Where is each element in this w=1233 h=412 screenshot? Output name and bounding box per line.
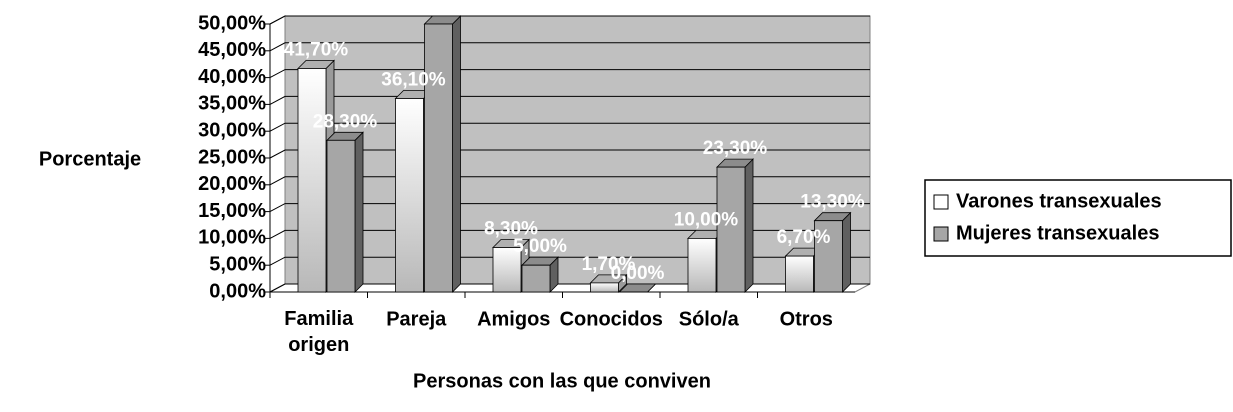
x-tick-label: Sólo/a (679, 308, 740, 330)
y-tick-label: 45,00% (198, 39, 266, 61)
bar (590, 282, 619, 293)
value-label: 5,00% (513, 236, 567, 257)
y-tick-label: 40,00% (198, 66, 266, 88)
value-label: 8,30% (484, 219, 538, 240)
x-tick-label: Conocidos (560, 308, 663, 330)
grid-line (269, 203, 870, 213)
bar (785, 255, 814, 293)
bar-side (744, 158, 754, 293)
value-label: 50,00% (410, 0, 475, 16)
value-label: 10,00% (674, 209, 739, 230)
legend-box (924, 179, 1232, 257)
y-tick-label: 35,00% (198, 93, 266, 115)
x-axis-title: Personas con las que conviven (413, 370, 711, 392)
value-label: 13,30% (800, 192, 865, 213)
grid-line (269, 15, 870, 25)
bar (716, 166, 746, 293)
plot-area (264, 15, 871, 298)
grid-line (269, 256, 870, 266)
grid-line (269, 69, 870, 79)
y-axis-title: Porcentaje (39, 148, 141, 170)
y-tick-label: 30,00% (198, 119, 266, 141)
grid-line (269, 95, 870, 105)
value-label: 28,30% (313, 111, 378, 132)
value-label: 41,70% (284, 40, 349, 61)
grid-line (269, 42, 870, 52)
x-tick-label: Pareja (386, 308, 447, 330)
value-label: 23,30% (703, 138, 768, 159)
bar (424, 23, 453, 293)
grid-line (269, 122, 870, 132)
value-label: 1,70% (582, 254, 636, 275)
legend-swatch (933, 226, 949, 242)
y-tick-label: 25,00% (198, 146, 266, 168)
grid-line (269, 283, 870, 293)
value-label: 6,70% (777, 227, 831, 248)
grid-line (269, 229, 870, 239)
bar (297, 68, 327, 293)
bar (814, 220, 843, 293)
y-tick-label: 10,00% (198, 227, 266, 249)
bar-side (354, 131, 364, 293)
bar (395, 98, 424, 293)
y-tick-label: 5,00% (209, 253, 266, 275)
value-label: 36,10% (381, 70, 446, 91)
x-tick-label: Amigos (477, 308, 550, 330)
y-tick-label: 50,00% (198, 12, 266, 34)
legend-swatch (933, 194, 949, 210)
x-tick-label: Familia origen (284, 308, 354, 356)
grid-line (269, 149, 870, 159)
bar (492, 247, 522, 293)
legend-label: Mujeres transexuales (956, 222, 1159, 244)
grid-line (269, 176, 870, 186)
bar (521, 264, 551, 293)
x-tick-label: Otros (780, 308, 833, 330)
bar (687, 237, 717, 293)
legend-label: Varones transexuales (956, 190, 1162, 212)
y-tick-label: 0,00% (209, 280, 266, 302)
y-tick-label: 15,00% (198, 200, 266, 222)
bar-side (452, 15, 461, 293)
bar (326, 139, 356, 293)
y-tick-label: 20,00% (198, 173, 266, 195)
bar-side (842, 211, 851, 293)
value-label: 0,00% (611, 263, 665, 284)
